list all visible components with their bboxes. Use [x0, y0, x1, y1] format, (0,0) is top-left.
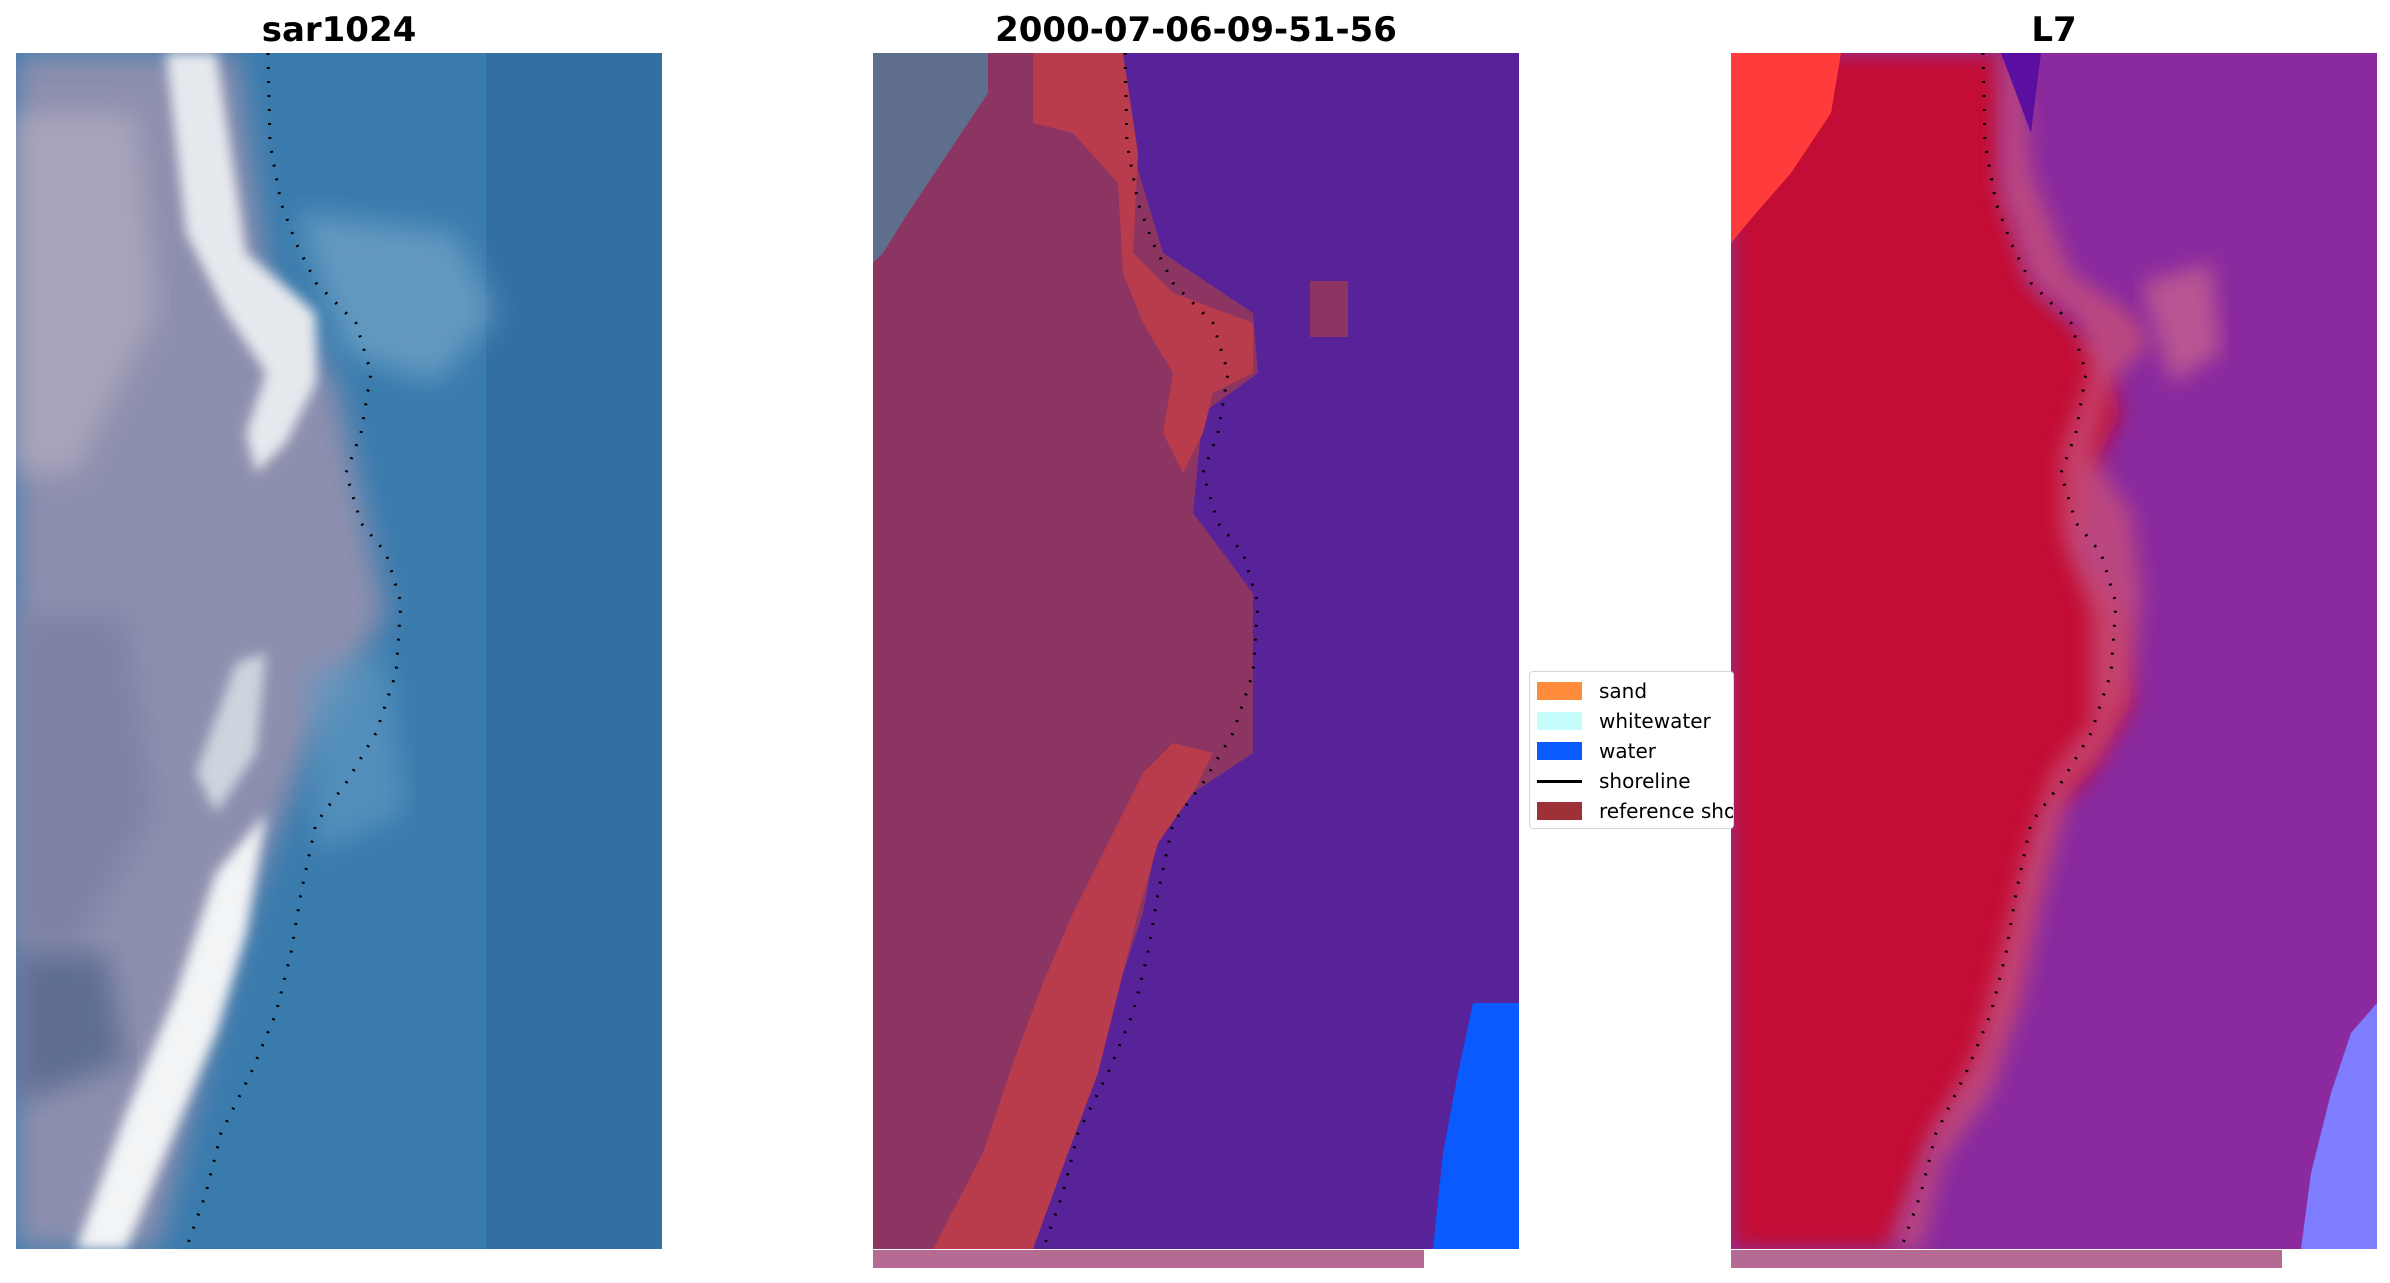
legend-label: whitewater: [1599, 709, 1711, 733]
shoreline-line-icon: [1537, 779, 1582, 783]
classified-image: [873, 53, 1519, 1249]
legend-label: shoreline: [1599, 769, 1691, 793]
reference-strip: [1731, 1250, 2282, 1268]
legend: sand whitewater water shoreline referenc…: [1529, 671, 1734, 829]
water-swatch: [1537, 742, 1582, 760]
rgb-image-panel: [16, 53, 662, 1249]
legend-item-reference-shoreline: reference sho: [1537, 797, 1734, 825]
legend-item-sand: sand: [1537, 677, 1733, 705]
classification-panel: [873, 53, 1519, 1249]
legend-label: sand: [1599, 679, 1648, 703]
panel-title-rgb: sar1024: [261, 10, 417, 50]
l7-panel: [1731, 53, 2377, 1249]
shoreline-dotted: [184, 53, 403, 1249]
shoreline-dotted: [1041, 53, 1260, 1249]
legend-item-shoreline: shoreline: [1537, 767, 1733, 795]
legend-label: reference sho: [1599, 799, 1734, 823]
panel-title-l7: L7: [2031, 10, 2077, 50]
whitewater-swatch: [1537, 712, 1582, 730]
reference-shoreline-swatch: [1537, 802, 1582, 820]
sand-swatch: [1537, 682, 1582, 700]
legend-item-whitewater: whitewater: [1537, 707, 1733, 735]
l7-false-color-image: [1731, 53, 2377, 1249]
rgb-satellite-image: [16, 53, 662, 1249]
legend-item-water: water: [1537, 737, 1733, 765]
panel-title-classification: 2000-07-06-09-51-56: [995, 10, 1397, 50]
reference-strip: [873, 1250, 1424, 1268]
legend-label: water: [1599, 739, 1656, 763]
shoreline-dotted: [1899, 53, 2118, 1249]
